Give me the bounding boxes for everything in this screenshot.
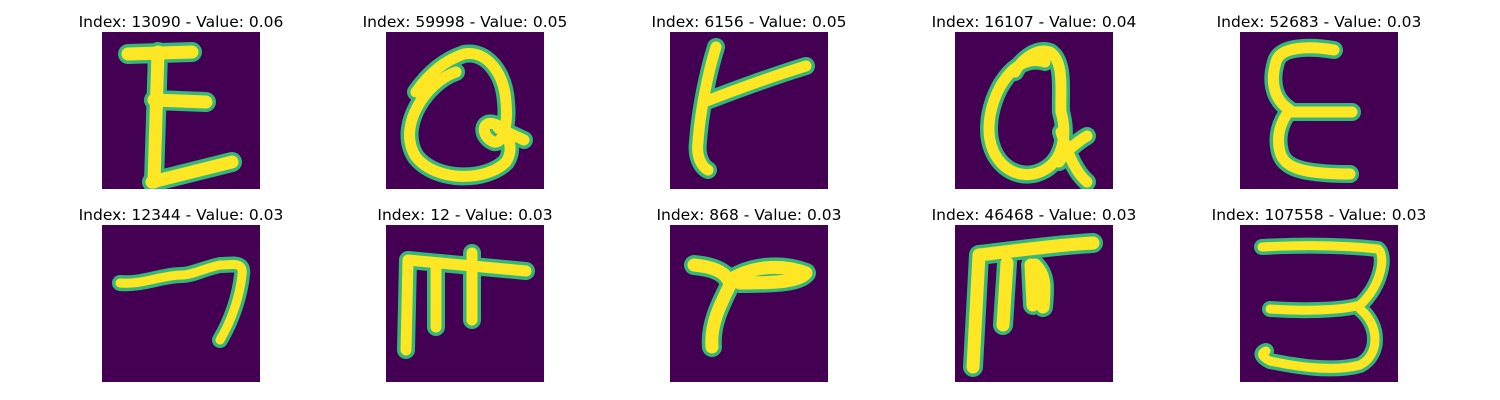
character-image (386, 225, 544, 382)
character-image (102, 32, 260, 189)
character-drawing (980, 42, 1096, 189)
character-drawing (397, 244, 535, 359)
character-drawing (688, 38, 815, 179)
panel-title: Index: 13090 - Value: 0.06 (78, 13, 284, 31)
grid-panel-10: Index: 107558 - Value: 0.03 (1199, 205, 1439, 395)
grid-panel-2: Index: 59998 - Value: 0.05 (345, 12, 585, 202)
panel-title: Index: 868 - Value: 0.03 (656, 206, 842, 224)
character-image (955, 225, 1113, 382)
character-drawing (118, 42, 242, 189)
grid-panel-6: Index: 12344 - Value: 0.03 (61, 205, 301, 395)
character-image (955, 32, 1113, 189)
panel-title: Index: 16107 - Value: 0.04 (931, 13, 1137, 31)
character-drawing (400, 44, 533, 186)
panel-title: Index: 52683 - Value: 0.03 (1216, 13, 1422, 31)
grid-panel-7: Index: 12 - Value: 0.03 (345, 205, 585, 395)
character-drawing (684, 255, 816, 357)
panel-title: Index: 12344 - Value: 0.03 (78, 206, 284, 224)
character-image (1240, 32, 1398, 189)
grid-panel-8: Index: 868 - Value: 0.03 (629, 205, 869, 395)
panel-title: Index: 6156 - Value: 0.05 (651, 13, 847, 31)
panel-title: Index: 46468 - Value: 0.03 (931, 206, 1137, 224)
character-drawing (1254, 237, 1390, 377)
character-drawing (1264, 38, 1361, 183)
panel-title: Index: 12 - Value: 0.03 (377, 206, 553, 224)
grid-panel-9: Index: 46468 - Value: 0.03 (914, 205, 1154, 395)
panel-title: Index: 107558 - Value: 0.03 (1211, 206, 1427, 224)
grid-panel-3: Index: 6156 - Value: 0.05 (629, 12, 869, 202)
grid-panel-5: Index: 52683 - Value: 0.03 (1199, 12, 1439, 202)
character-image (670, 32, 828, 189)
character-image (386, 32, 544, 189)
character-drawing (963, 233, 1103, 377)
panel-title: Index: 59998 - Value: 0.05 (362, 13, 568, 31)
grid-panel-1: Index: 13090 - Value: 0.06 (61, 12, 301, 202)
grid-panel-4: Index: 16107 - Value: 0.04 (914, 12, 1154, 202)
character-drawing (112, 256, 251, 348)
character-image (1240, 225, 1398, 382)
character-image (102, 225, 260, 382)
character-image (670, 225, 828, 382)
